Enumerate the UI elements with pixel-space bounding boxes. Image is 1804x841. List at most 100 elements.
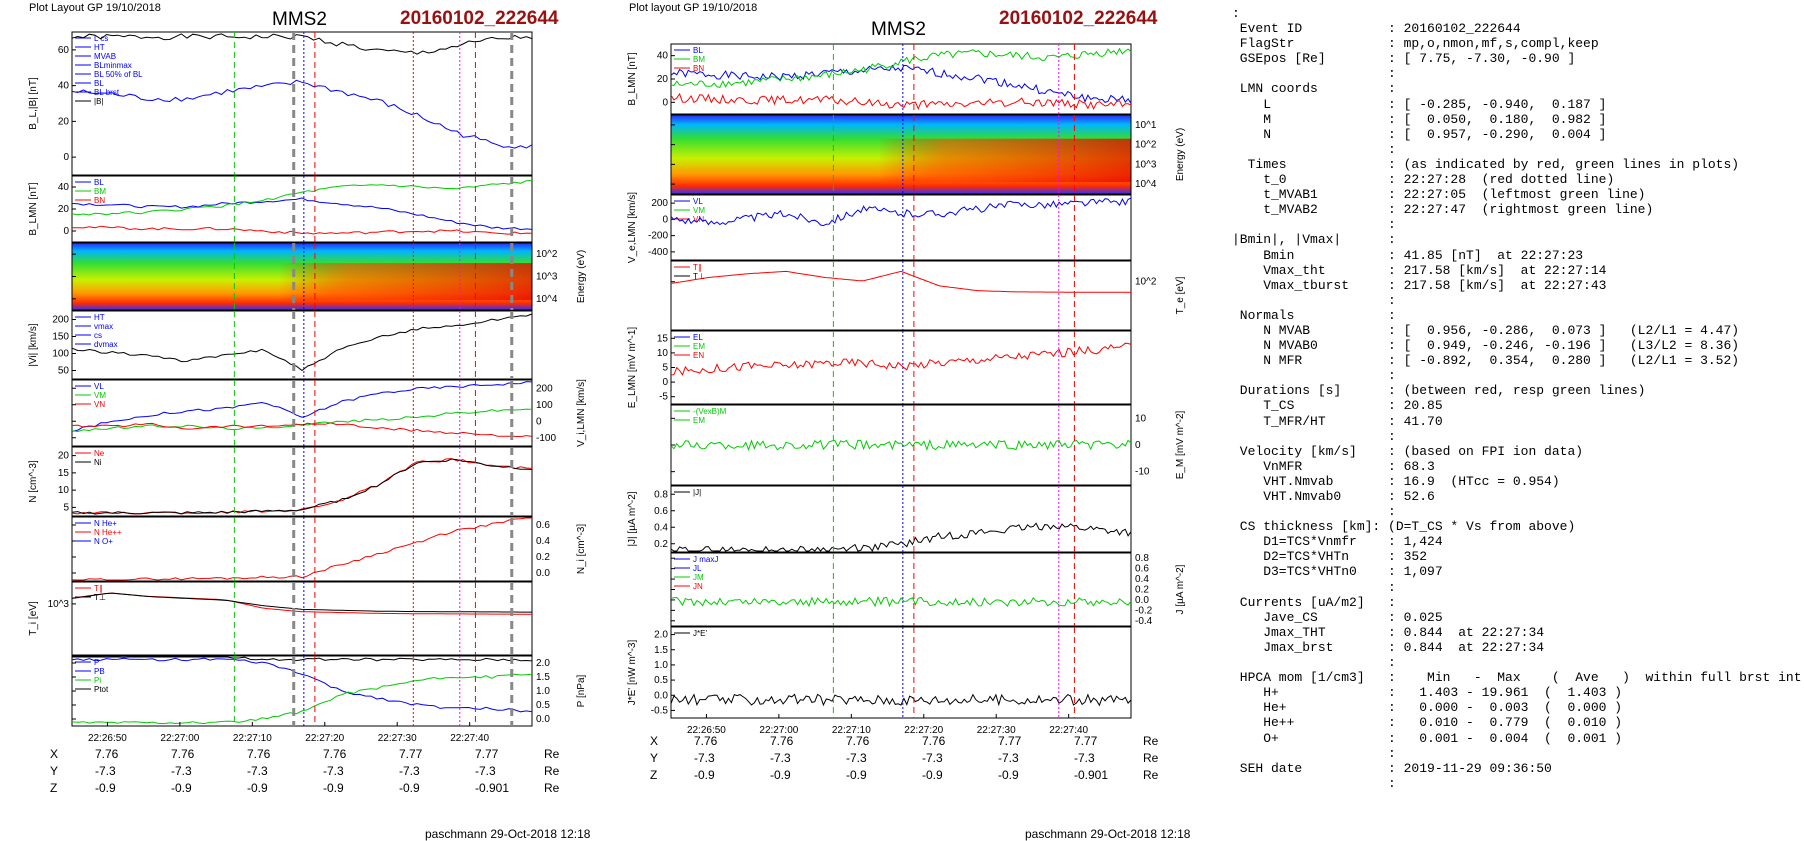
legend-entry: VN xyxy=(94,400,105,409)
coord-value: 7.76 xyxy=(95,747,119,761)
y-tick-label: 0.4 xyxy=(1135,574,1149,585)
y-tick-label: 0.2 xyxy=(536,552,550,563)
panel-frame xyxy=(71,581,533,656)
y-tick-label: 0.0 xyxy=(536,568,550,579)
info-row: N : [ 0.957, -0.290, 0.004 ] xyxy=(1232,126,1607,142)
series--vi- xyxy=(71,313,533,372)
series-bm xyxy=(670,47,1132,88)
y-axis-label: N_i [cm^-3] xyxy=(576,524,587,574)
y-tick-label: 2.0 xyxy=(536,658,550,669)
x-tick-label: 22:27:00 xyxy=(759,725,798,736)
y-axis-label: |J| [µA m^-2] xyxy=(627,491,638,546)
spectrogram-hot-band xyxy=(72,263,532,300)
info-row: Velocity [km/s] : (based on FPI ion data… xyxy=(1232,443,1584,459)
coord-value: -0.901 xyxy=(1074,768,1109,782)
y-tick-label: 0 xyxy=(662,214,668,225)
legend-entry: BM xyxy=(94,187,106,196)
y-tick-label: 10^3 xyxy=(536,272,558,283)
series-ptot xyxy=(72,656,533,662)
info-row: FlagStr : mp,o,nmon,mf,s,compl,keep xyxy=(1232,36,1599,52)
legend-entry: N O+ xyxy=(94,537,113,546)
info-row: H+ : 1.403 - 19.961 ( 1.403 ) xyxy=(1232,685,1623,701)
coord-value: 7.76 xyxy=(770,734,794,748)
y-tick-label: 0 xyxy=(63,226,69,237)
legend-entry: cs xyxy=(94,331,102,340)
coord-row-label: Y xyxy=(50,764,59,778)
y-tick-label: 0.6 xyxy=(654,506,668,517)
x-tick-label: 22:27:30 xyxy=(378,733,417,744)
legend-entry: T⊥ xyxy=(94,593,106,602)
left-coords: X 7.76 7.76 7.76 7.76 7.77 7.77 Re Y -7.3 -7.3 -7.3… xyxy=(0,747,600,807)
y-tick-label: 0.2 xyxy=(654,539,668,550)
coord-value: -7.3 xyxy=(323,764,344,778)
event-label-left: 20160102_222644 xyxy=(400,8,559,29)
info-row: GSEpos [Re] : [ 7.75, -7.30, -0.90 ] xyxy=(1232,51,1576,67)
spectrogram-hot-band xyxy=(671,138,1131,183)
panel-left-2: Energy (eV) 10^4 10^3 10^2 xyxy=(71,242,587,311)
y-tick-label: 0.4 xyxy=(536,536,550,547)
panel-frame xyxy=(670,626,1132,719)
info-row: : xyxy=(1232,6,1240,21)
y-tick-label: 0.8 xyxy=(1135,553,1149,564)
coord-unit: Re xyxy=(1143,734,1159,748)
y-tick-label: -10 xyxy=(1135,467,1150,478)
legend-entry: T∥ xyxy=(94,584,103,593)
y-tick-label: 0.0 xyxy=(1135,595,1149,606)
coord-value: -0.9 xyxy=(95,781,116,795)
coord-value: -7.3 xyxy=(475,764,496,778)
legend-entry: vmax xyxy=(94,322,113,331)
series-j-e- xyxy=(670,693,1132,707)
coord-value: 7.76 xyxy=(171,747,195,761)
legend-entry: VM xyxy=(693,206,705,215)
y-axis-label: T_i [eV] xyxy=(28,601,39,636)
legend-entry: -(VexB)M xyxy=(693,407,727,416)
info-row: Vmax_tht : 217.58 [km/s] at 22:27:14 xyxy=(1232,262,1607,278)
coord-unit: Re xyxy=(1143,751,1159,765)
y-axis-label: V_i,LMN [km/s] xyxy=(576,379,587,447)
legend-entry: BL brst xyxy=(94,88,120,97)
info-row: O+ : 0.001 - 0.004 ( 0.001 ) xyxy=(1232,730,1623,746)
info-row: Currents [uA/m2] : xyxy=(1232,594,1396,610)
event-label-mid: 20160102_222644 xyxy=(999,8,1158,29)
series-bl xyxy=(670,64,1132,104)
y-axis-label: N [cm^-3] xyxy=(28,460,39,503)
y-tick-label: 10^2 xyxy=(1135,277,1157,288)
y-tick-label: 1.5 xyxy=(536,672,550,683)
y-tick-label: 0.5 xyxy=(654,675,668,686)
info-row: Jave_CS : 0.025 xyxy=(1232,609,1443,625)
coord-value: -7.3 xyxy=(95,764,116,778)
x-tick-label: 22:27:00 xyxy=(160,733,199,744)
y-tick-label: 15 xyxy=(657,333,669,344)
coord-value: 7.76 xyxy=(694,734,718,748)
legend-entry: BLminmax xyxy=(94,61,132,70)
y-axis-label: V_e,LMN [km/s] xyxy=(627,192,638,263)
series-bm xyxy=(71,180,533,216)
legend-entry: EM xyxy=(693,342,705,351)
info-row: Vmax_tburst : 217.58 [km/s] at 22:27:43 xyxy=(1232,277,1607,293)
legend-entry: BL xyxy=(94,79,104,88)
info-row: VnMFR : 68.3 xyxy=(1232,458,1435,474)
coord-value: -0.9 xyxy=(694,768,715,782)
coord-row-label: Z xyxy=(50,781,58,795)
legend-entry: Ni xyxy=(94,458,102,467)
y-tick-label: 0 xyxy=(63,152,69,163)
coord-value: -0.9 xyxy=(846,768,867,782)
legend-entry: HT xyxy=(94,313,105,322)
x-tick-label: 22:26:50 xyxy=(687,725,726,736)
series-ni xyxy=(71,458,533,515)
series-bl xyxy=(71,79,533,149)
legend-entry: BL xyxy=(693,46,703,55)
coord-value: -0.9 xyxy=(399,781,420,795)
y-axis-label: T_e [eV] xyxy=(1175,276,1186,314)
x-tick-label: 22:27:40 xyxy=(450,733,489,744)
legend-entry: Ptot xyxy=(94,685,109,694)
y-tick-label: 15 xyxy=(58,468,70,479)
legend-entry: P xyxy=(94,658,99,667)
info-row: VHT.Nmvab0 : 52.6 xyxy=(1232,489,1435,504)
y-axis-label: Energy (eV) xyxy=(1175,128,1186,181)
